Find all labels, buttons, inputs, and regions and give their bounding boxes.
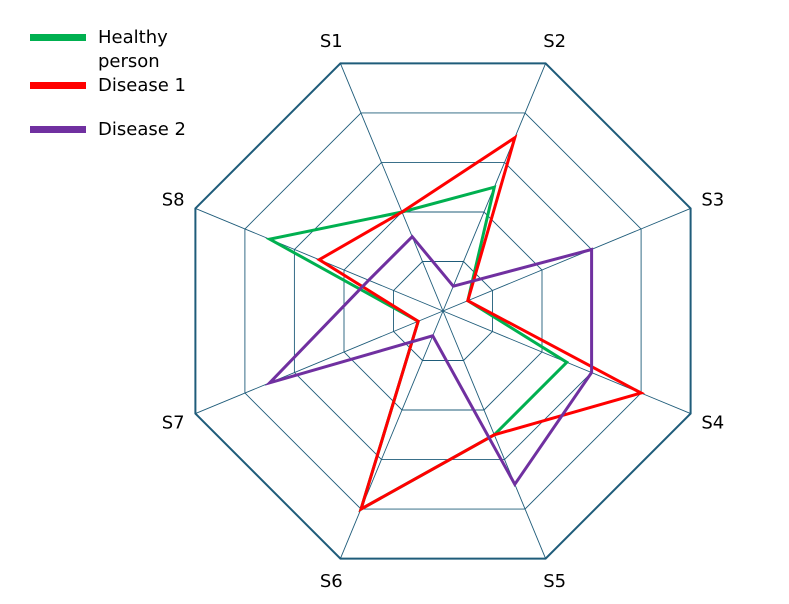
- legend-label-disease-1: Disease 1: [98, 75, 186, 96]
- legend-item-healthy-person: Healthy person: [30, 26, 208, 74]
- axis-label-s8: S8: [162, 189, 185, 210]
- axis-label-s5: S5: [543, 571, 566, 592]
- radar-spokes: [195, 63, 691, 559]
- axis-label-s3: S3: [701, 189, 724, 210]
- legend-label-disease-2: Disease 2: [98, 119, 186, 140]
- axis-label-s7: S7: [162, 413, 185, 434]
- axis-label-s2: S2: [543, 31, 566, 52]
- legend-swatch-healthy-person: [30, 34, 86, 41]
- radar-outer-frame: [194, 62, 692, 560]
- series-healthy-person: [265, 185, 570, 513]
- outer-frame: [194, 62, 692, 560]
- axis-label-s6: S6: [320, 571, 343, 592]
- legend-item-disease-1: Disease 1: [30, 74, 208, 98]
- legend-swatch-disease-2: [30, 126, 86, 133]
- spoke-s3: [442, 207, 691, 312]
- axis-label-s4: S4: [701, 413, 724, 434]
- legend-label-healthy-person: Healthy person: [98, 27, 168, 72]
- axis-labels: S1 S2 S3 S4 S5 S6 S7 S8: [162, 31, 724, 592]
- series-disease-2: [264, 234, 594, 488]
- series-layer: [264, 134, 646, 513]
- series-disease-1: [316, 134, 646, 513]
- axis-label-s1: S1: [320, 31, 343, 52]
- spoke-s6: [339, 310, 444, 559]
- legend-item-disease-2: Disease 2: [30, 118, 208, 142]
- spoke-s7: [195, 310, 444, 415]
- legend-swatch-disease-1: [30, 82, 86, 89]
- spoke-s1: [339, 63, 444, 312]
